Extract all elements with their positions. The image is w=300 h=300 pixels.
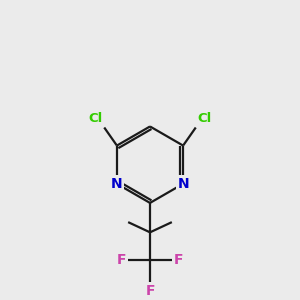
Text: F: F — [145, 284, 155, 298]
Text: F: F — [173, 253, 183, 267]
Text: Cl: Cl — [88, 112, 103, 125]
Text: Cl: Cl — [197, 112, 212, 125]
Text: N: N — [177, 177, 189, 191]
Text: N: N — [111, 177, 123, 191]
Text: F: F — [117, 253, 127, 267]
